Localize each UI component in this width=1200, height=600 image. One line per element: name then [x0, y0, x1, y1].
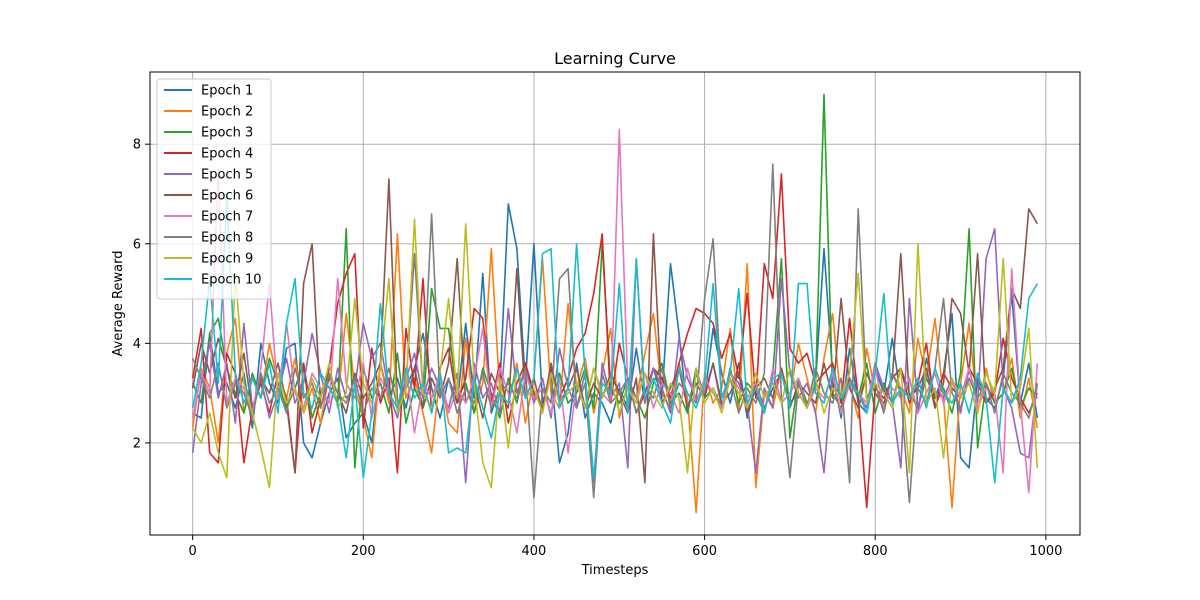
- x-tick-label: 600: [692, 544, 717, 559]
- y-tick-label: 6: [133, 237, 141, 252]
- legend-label: Epoch 2: [201, 105, 253, 120]
- x-tick-label: 1000: [1029, 544, 1062, 559]
- legend: Epoch 1 Epoch 2 Epoch 3 Epoch 4 Epoch 5 Epoch…: [156, 78, 272, 300]
- x-tick-label: 0: [189, 544, 197, 559]
- legend-label: Epoch 5: [201, 168, 253, 183]
- x-axis-label: Timesteps: [581, 563, 649, 578]
- legend-box: [156, 78, 272, 300]
- legend-label: Epoch 4: [201, 147, 253, 162]
- legend-label: Epoch 1: [201, 84, 253, 99]
- series-line-epoch-9: [192, 218, 1039, 489]
- series-line-epoch-7: [191, 128, 1039, 494]
- legend-label: Epoch 7: [201, 210, 253, 225]
- x-tick-label: 400: [522, 544, 547, 559]
- legend-label: Epoch 9: [201, 252, 253, 267]
- y-tick-label: 4: [133, 337, 141, 352]
- series-lines: [191, 93, 1039, 514]
- series-line-epoch-10: [191, 193, 1038, 484]
- legend-label: Epoch 8: [201, 231, 253, 246]
- x-tick-label: 200: [351, 544, 376, 559]
- y-axis-label: Average Reward: [111, 251, 126, 357]
- chart-title: Learning Curve: [554, 49, 676, 68]
- legend-label: Epoch 10: [201, 273, 261, 288]
- y-axis-ticks: 2 4 6 8: [133, 138, 150, 451]
- series-line-epoch-5: [191, 228, 1039, 484]
- plot-frame: [149, 71, 1081, 536]
- y-tick-label: 8: [133, 138, 141, 153]
- x-tick-label: 800: [863, 544, 888, 559]
- x-axis-ticks: 0 200 400 600 800 1000: [189, 535, 1062, 559]
- legend-label: Epoch 3: [201, 126, 253, 141]
- legend-label: Epoch 6: [201, 189, 253, 204]
- y-tick-label: 2: [133, 436, 141, 451]
